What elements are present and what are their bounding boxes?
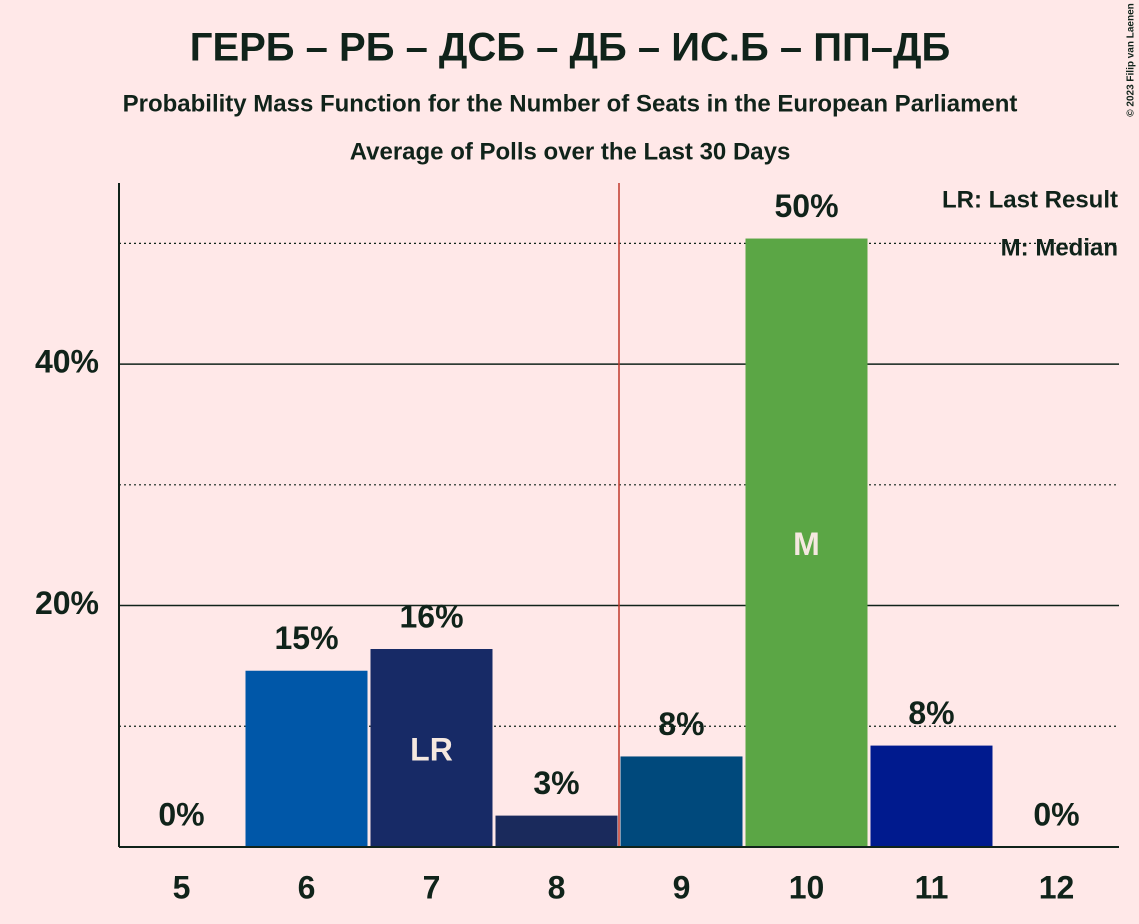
bar: [745, 238, 868, 847]
x-tick-label: 9: [673, 869, 691, 905]
y-tick-label: 40%: [35, 344, 99, 380]
value-label: 16%: [399, 598, 463, 634]
chart-title: ГЕРБ – РБ – ДСБ – ДБ – ИС.Б – ПП–ДБ: [190, 26, 950, 70]
x-tick-label: 8: [548, 869, 566, 905]
chart-subtitle: Average of Polls over the Last 30 Days: [350, 138, 791, 165]
legend-entry: M: Median: [1001, 234, 1118, 261]
value-label: 0%: [158, 796, 204, 832]
copyright: © 2023 Filip van Laenen: [1126, 3, 1137, 117]
chart-subtitle: Probability Mass Function for the Number…: [123, 90, 1018, 117]
value-label: 8%: [658, 706, 704, 742]
value-label: 50%: [774, 188, 838, 224]
bar: [245, 670, 368, 847]
bar: [370, 649, 493, 847]
bar-marker-label: M: [793, 526, 820, 562]
y-tick-label: 20%: [35, 585, 99, 621]
bar: [495, 815, 618, 847]
x-tick-label: 7: [423, 869, 441, 905]
x-tick-label: 10: [789, 869, 825, 905]
bar: [870, 745, 993, 847]
value-label: 15%: [274, 620, 338, 656]
legend-entry: LR: Last Result: [942, 186, 1118, 213]
bar-marker-label: LR: [410, 731, 453, 767]
bar: [620, 756, 743, 847]
x-tick-label: 5: [173, 869, 191, 905]
x-tick-label: 6: [298, 869, 316, 905]
value-label: 8%: [908, 695, 954, 731]
value-label: 0%: [1033, 796, 1079, 832]
x-tick-label: 12: [1039, 869, 1075, 905]
value-label: 3%: [533, 765, 579, 801]
x-tick-label: 11: [915, 869, 949, 905]
